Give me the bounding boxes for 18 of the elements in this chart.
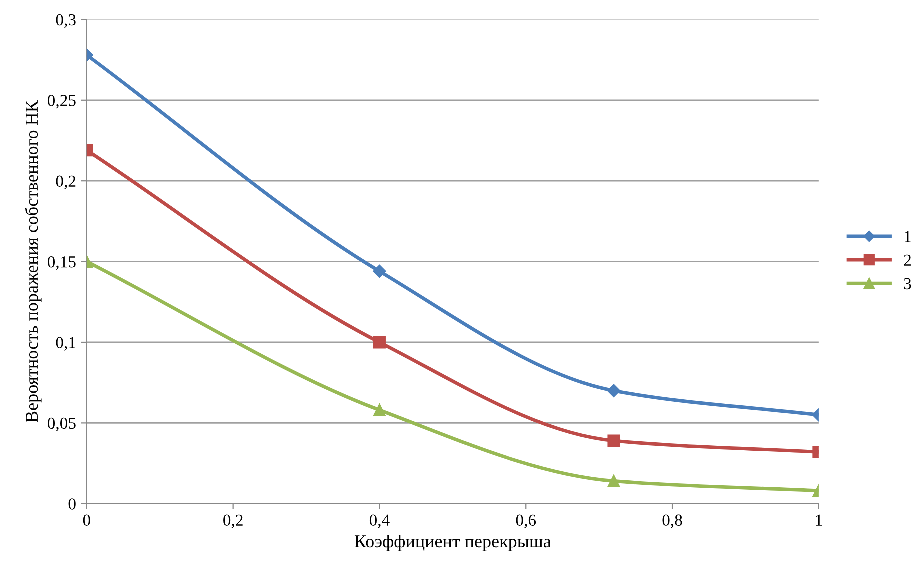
y-tick-label: 0,3 xyxy=(56,14,76,28)
x-axis-title: Коэффициент перекрыша xyxy=(354,534,552,552)
y-tick-label: 0,1 xyxy=(56,337,76,351)
x-tick-label: 0 xyxy=(83,514,90,526)
y-axis-title: Вероятность поражения собственного НК xyxy=(25,100,42,422)
y-tick-label: 0,05 xyxy=(48,418,76,432)
x-tick-label: 0,6 xyxy=(516,514,536,528)
legend-label: 1 xyxy=(905,231,911,242)
legend-label: 3 xyxy=(904,278,912,290)
y-tick-label: 0,15 xyxy=(48,256,76,270)
y-tick-label: 0,25 xyxy=(48,95,76,109)
x-tick-label: 0,2 xyxy=(224,514,243,528)
y-tick-label: 0 xyxy=(68,498,76,510)
legend-label: 2 xyxy=(904,254,911,266)
x-tick-label: 0,8 xyxy=(662,514,682,528)
y-tick-label: 0,2 xyxy=(56,176,76,190)
x-tick-label: 0,4 xyxy=(370,514,390,528)
x-tick-label: 1 xyxy=(816,514,822,526)
